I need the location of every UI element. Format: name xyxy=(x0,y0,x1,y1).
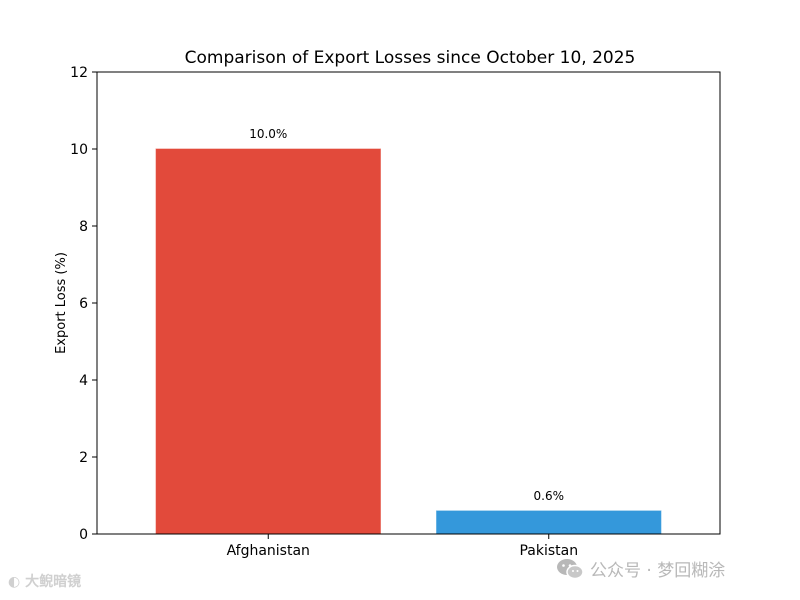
wechat-icon xyxy=(557,558,584,579)
y-tick-label: 4 xyxy=(79,373,88,389)
bar-afghanistan xyxy=(155,148,381,535)
camera-logo-icon: ◐ xyxy=(8,574,21,590)
y-axis-label: Export Loss (%) xyxy=(54,252,69,354)
plot-frame xyxy=(96,71,721,535)
y-tick-label: 2 xyxy=(79,450,88,466)
bar-pakistan xyxy=(436,510,662,535)
x-tick-label: Afghanistan xyxy=(227,543,310,559)
y-tick-label: 12 xyxy=(70,65,88,81)
chart-title: Comparison of Export Losses since Octobe… xyxy=(185,48,636,68)
y-tick-label: 6 xyxy=(79,296,88,312)
data-label: 10.0% xyxy=(249,127,287,141)
watermark-right: 公众号 · 梦回糊涂 xyxy=(556,556,725,581)
y-tick-label: 8 xyxy=(79,219,88,235)
watermark-left-text: 大鲵暗镜 xyxy=(25,574,82,590)
plot-area: 0 2 4 6 8 10 12 Afghanistan 10.0% Pakistan 0.6% xyxy=(70,65,662,559)
data-label: 0.6% xyxy=(534,489,565,503)
x-tick-label: Pakistan xyxy=(519,543,578,559)
watermark-left: ◐ 大鲵暗镜 xyxy=(8,571,81,591)
watermark-right-text: 公众号 · 梦回糊涂 xyxy=(590,561,726,581)
y-tick-label: 0 xyxy=(79,527,88,543)
y-tick-label: 10 xyxy=(70,142,88,158)
